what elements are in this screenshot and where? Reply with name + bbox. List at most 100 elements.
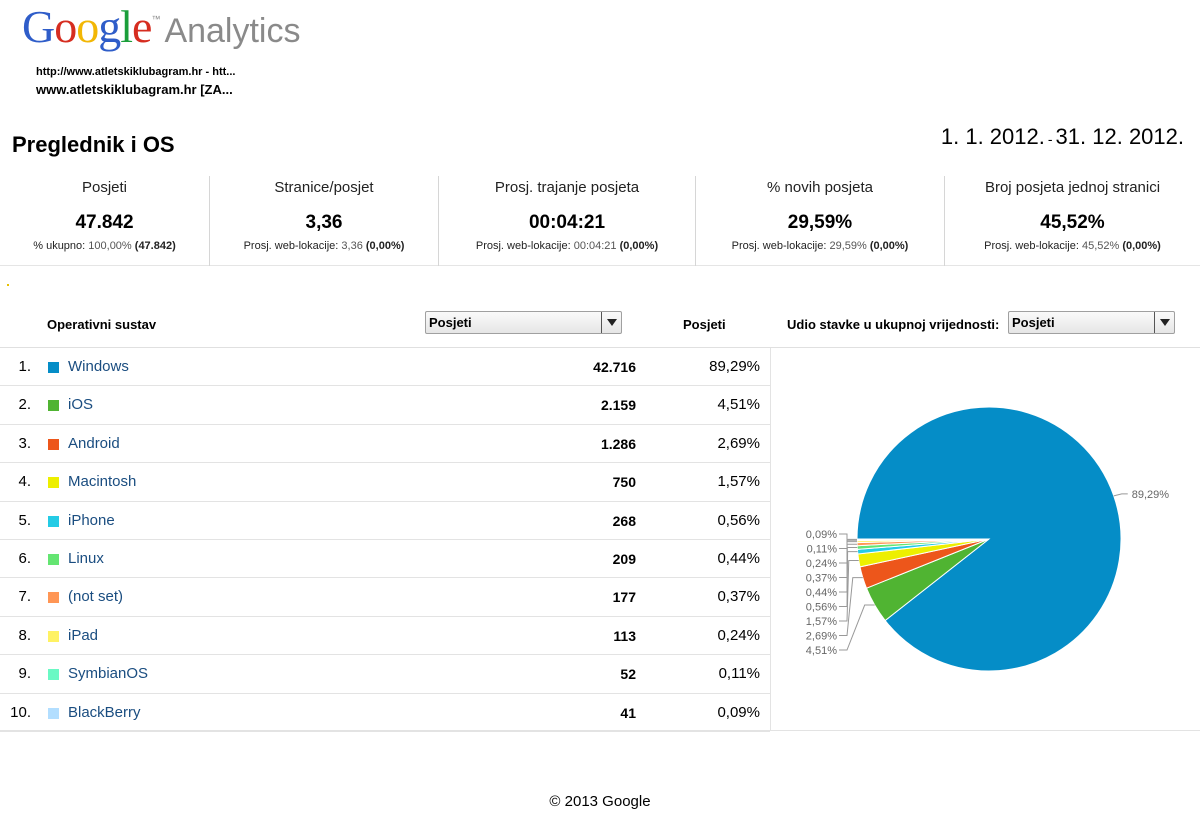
- table-bottom-border: [0, 730, 1200, 731]
- os-link[interactable]: Linux: [68, 549, 104, 567]
- metric-sub-prefix: Prosj. web-lokacije:: [984, 240, 1082, 252]
- table-row[interactable]: 3. Android 1.286 2,69%: [0, 425, 770, 464]
- table-row[interactable]: 8. iPad 113 0,24%: [0, 617, 770, 656]
- os-link[interactable]: SymbianOS: [68, 665, 149, 683]
- visits-percent: 1,57%: [717, 473, 760, 491]
- pie-data-label: 0,11%: [807, 544, 838, 556]
- metric-value: 47.842: [75, 212, 134, 233]
- metric-value: 00:04:21: [528, 212, 606, 233]
- visits-percent: 0,09%: [717, 703, 760, 721]
- series-color-swatch[interactable]: [48, 515, 59, 527]
- row-index: 3.: [18, 434, 31, 452]
- share-pie-chart: 89,29% 0,09% 0,11% 0,24% 0,37% 0,44% 0,56% 1,57…: [806, 406, 1170, 672]
- metric-comparison: % ukupno: 100,00% (47.842): [0, 240, 209, 252]
- series-color-swatch[interactable]: [48, 707, 59, 719]
- visits-value: 2.159: [600, 397, 636, 414]
- os-link[interactable]: Android: [68, 434, 120, 452]
- metric-value: 45,52%: [1040, 212, 1105, 233]
- visits-percent: 4,51%: [717, 396, 760, 414]
- metric-stranice-posjet: Stranice/posjet 3,36 Prosj. web-lokacije…: [210, 176, 439, 266]
- metric-value: 3,36: [305, 212, 343, 233]
- table-row[interactable]: 2. iOS 2.159 4,51%: [0, 386, 770, 425]
- column-header-os[interactable]: Operativni sustav: [47, 317, 157, 332]
- visits-value: 750: [612, 474, 636, 491]
- visits-percent: 2,69%: [717, 434, 760, 452]
- pie-label-connector: [1113, 493, 1128, 497]
- table-row[interactable]: 7. (not set) 177 0,37%: [0, 578, 770, 617]
- table-row[interactable]: 6. Linux 209 0,44%: [0, 540, 770, 579]
- table-row[interactable]: 10. BlackBerry 41 0,09%: [0, 694, 770, 732]
- share-label: Udio stavke u ukupnoj vrijednosti:: [787, 317, 1000, 332]
- table-row[interactable]: 5. iPhone 268 0,56%: [0, 502, 770, 540]
- series-color-swatch[interactable]: [48, 669, 59, 681]
- visits-percent: 0,37%: [717, 588, 760, 606]
- series-color-swatch[interactable]: [48, 438, 59, 450]
- column-header-posjeti[interactable]: Posjeti: [683, 317, 726, 332]
- series-color-swatch[interactable]: [48, 553, 59, 565]
- table-row[interactable]: 4. Macintosh 750 1,57%: [0, 463, 770, 502]
- row-index: 9.: [18, 665, 31, 683]
- visits-value: 209: [612, 550, 636, 567]
- table-row[interactable]: 9. SymbianOS 52 0,11%: [0, 655, 770, 694]
- metric-bounce-rate: Broj posjeta jednoj stranici 45,52% Pros…: [945, 176, 1200, 266]
- pie-data-label: 4,51%: [806, 645, 837, 657]
- metric-sub-prefix: % ukupno:: [33, 240, 89, 252]
- logo-letter: o: [76, 1, 99, 52]
- summary-metrics: Posjeti 47.842 % ukupno: 100,00% (47.842…: [0, 176, 1200, 266]
- os-link[interactable]: Macintosh: [68, 473, 137, 491]
- series-color-swatch[interactable]: [48, 477, 59, 489]
- metric-novi-posjeti: % novih posjeta 29,59% Prosj. web-lokaci…: [696, 176, 945, 266]
- page-title: Preglednik i OS: [12, 132, 175, 157]
- metric-select-value: Posjeti: [429, 315, 472, 330]
- pie-data-label: 89,29%: [1132, 489, 1170, 501]
- metric-label: Prosj. trajanje posjeta: [494, 179, 640, 196]
- visits-percent: 89,29%: [709, 358, 760, 375]
- metric-sub-value: 3,36: [341, 240, 363, 252]
- visits-percent: 0,44%: [717, 549, 760, 567]
- logo-letter: g: [98, 1, 121, 52]
- date-separator: -: [1047, 131, 1053, 147]
- footer-copyright: © 2013 Google: [549, 793, 651, 810]
- profile-name: www.atletskiklubagram.hr [ZA...: [36, 82, 233, 97]
- share-metric-select[interactable]: Posjeti: [1008, 311, 1175, 334]
- series-color-swatch[interactable]: [48, 400, 59, 412]
- visits-percent: 0,56%: [717, 511, 760, 529]
- series-color-swatch[interactable]: [48, 592, 59, 604]
- os-link[interactable]: BlackBerry: [68, 703, 141, 721]
- series-color-swatch[interactable]: [48, 362, 59, 373]
- metric-sub-value: 45,52%: [1081, 240, 1120, 252]
- os-link[interactable]: Windows: [68, 358, 129, 375]
- decorative-dot: [7, 284, 9, 286]
- pie-data-label: 0,56%: [806, 602, 837, 614]
- pie-data-label: 0,24%: [806, 558, 837, 570]
- os-link[interactable]: iPad: [68, 626, 99, 644]
- row-index: 4.: [18, 473, 31, 491]
- pie-data-label: 2,69%: [806, 631, 837, 643]
- metric-sub-prefix: Prosj. web-lokacije:: [243, 240, 342, 252]
- share-select-value: Posjeti: [1012, 315, 1055, 330]
- visits-value: 52: [620, 666, 636, 683]
- series-color-swatch[interactable]: [48, 630, 59, 642]
- pie-data-label: 0,44%: [806, 587, 837, 599]
- os-link[interactable]: (not set): [68, 588, 124, 606]
- google-logo-word: Google: [22, 1, 152, 52]
- visits-value: 41: [620, 704, 636, 721]
- metric-sub-bold: (47.842): [134, 240, 176, 252]
- row-index: 6.: [18, 549, 31, 567]
- table-chart-divider: [770, 348, 771, 731]
- visits-value: 268: [612, 512, 636, 529]
- date-end: 31. 12. 2012.: [1055, 124, 1184, 149]
- table-header: Operativni sustav Posjeti Posjeti Udio s…: [0, 308, 1200, 348]
- metric-sub-bold: (0,00%): [619, 240, 659, 252]
- table-row[interactable]: 1. Windows 42.716 89,29%: [0, 348, 770, 387]
- visits-value: 113: [613, 627, 636, 644]
- metric-select[interactable]: Posjeti: [425, 311, 622, 334]
- metric-sub-prefix: Prosj. web-lokacije:: [731, 240, 830, 252]
- os-link[interactable]: iOS: [68, 396, 94, 414]
- metric-sub-value: 100,00%: [88, 240, 132, 252]
- metric-comparison: Prosj. web-lokacije: 29,59% (0,00%): [696, 240, 944, 252]
- metric-sub-bold: (0,00%): [1122, 240, 1161, 252]
- pie-data-label: 1,57%: [806, 616, 837, 628]
- os-link[interactable]: iPhone: [68, 511, 115, 529]
- date-range[interactable]: 1. 1. 2012. - 31. 12. 2012.: [941, 124, 1184, 150]
